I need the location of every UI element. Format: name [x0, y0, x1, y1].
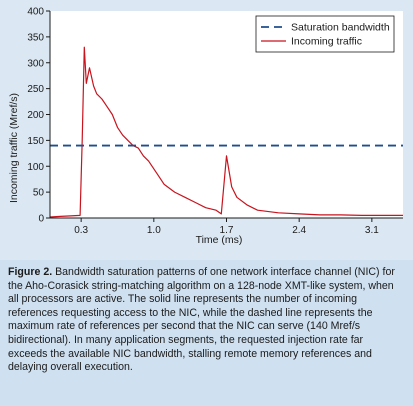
legend-box	[255, 15, 395, 53]
y-tick-label: 400	[27, 7, 44, 18]
y-tick-label: 250	[27, 84, 44, 95]
x-axis-label: Time (ms)	[196, 234, 243, 246]
y-axis-label: Incoming traffic (Mref/s)	[8, 93, 20, 203]
x-tick-label: 1.7	[220, 225, 234, 236]
figure-caption: Figure 2. Bandwidth saturation patterns …	[0, 260, 413, 406]
y-tick-label: 350	[27, 32, 44, 43]
y-tick-label: 50	[33, 188, 45, 199]
y-tick-label: 200	[27, 110, 44, 121]
x-tick-label: 1.0	[147, 225, 161, 236]
caption-text: Bandwidth saturation patterns of one net…	[8, 266, 395, 374]
series-incoming-traffic-line	[49, 46, 403, 218]
legend-label-saturation-bandwidth: Saturation bandwidth	[291, 22, 390, 34]
x-tick-label: 0.3	[74, 225, 88, 236]
legend: Saturation bandwidth Incoming traffic	[255, 15, 395, 53]
y-tick-label: 100	[27, 162, 44, 173]
legend-label-incoming-traffic: Incoming traffic	[291, 36, 362, 48]
caption-label: Figure 2.	[8, 266, 53, 278]
y-tick-label: 300	[27, 58, 44, 69]
x-tick-label: 3.1	[365, 225, 379, 236]
y-tick-label: 150	[27, 136, 44, 147]
x-tick-label: 2.4	[292, 225, 306, 236]
y-tick-label: 0	[38, 214, 44, 225]
